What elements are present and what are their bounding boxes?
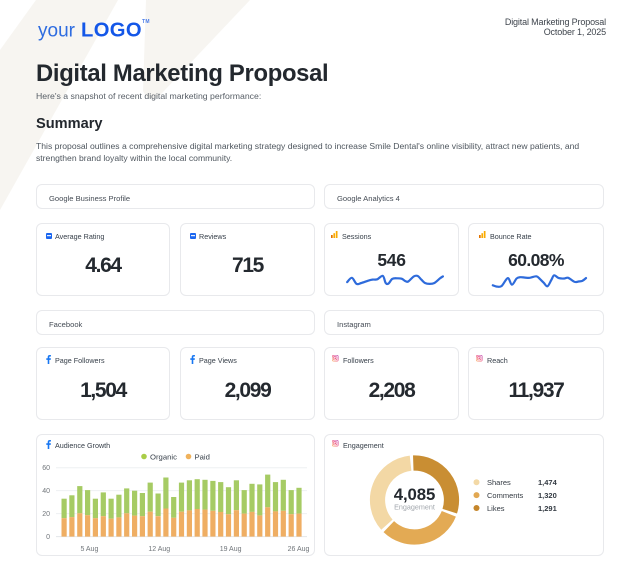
svg-text:Shares: Shares <box>487 478 511 487</box>
svg-text:5 Aug: 5 Aug <box>80 546 98 553</box>
svg-text:20: 20 <box>42 511 50 518</box>
svg-text:1,291: 1,291 <box>538 504 557 513</box>
svg-text:Engagement: Engagement <box>394 503 435 512</box>
svg-text:Likes: Likes <box>487 504 505 513</box>
svg-text:1,320: 1,320 <box>538 491 557 500</box>
svg-text:40: 40 <box>42 488 50 495</box>
svg-text:26 Aug: 26 Aug <box>288 546 310 553</box>
svg-text:0: 0 <box>46 534 50 541</box>
svg-text:1,474: 1,474 <box>538 478 558 487</box>
svg-text:60: 60 <box>42 465 50 472</box>
svg-text:12 Aug: 12 Aug <box>148 546 170 553</box>
svg-text:19 Aug: 19 Aug <box>220 546 242 553</box>
svg-text:Organic: Organic <box>150 453 177 462</box>
svg-text:Comments: Comments <box>487 491 524 500</box>
svg-text:4,085: 4,085 <box>394 485 436 504</box>
svg-text:Paid: Paid <box>195 453 210 462</box>
